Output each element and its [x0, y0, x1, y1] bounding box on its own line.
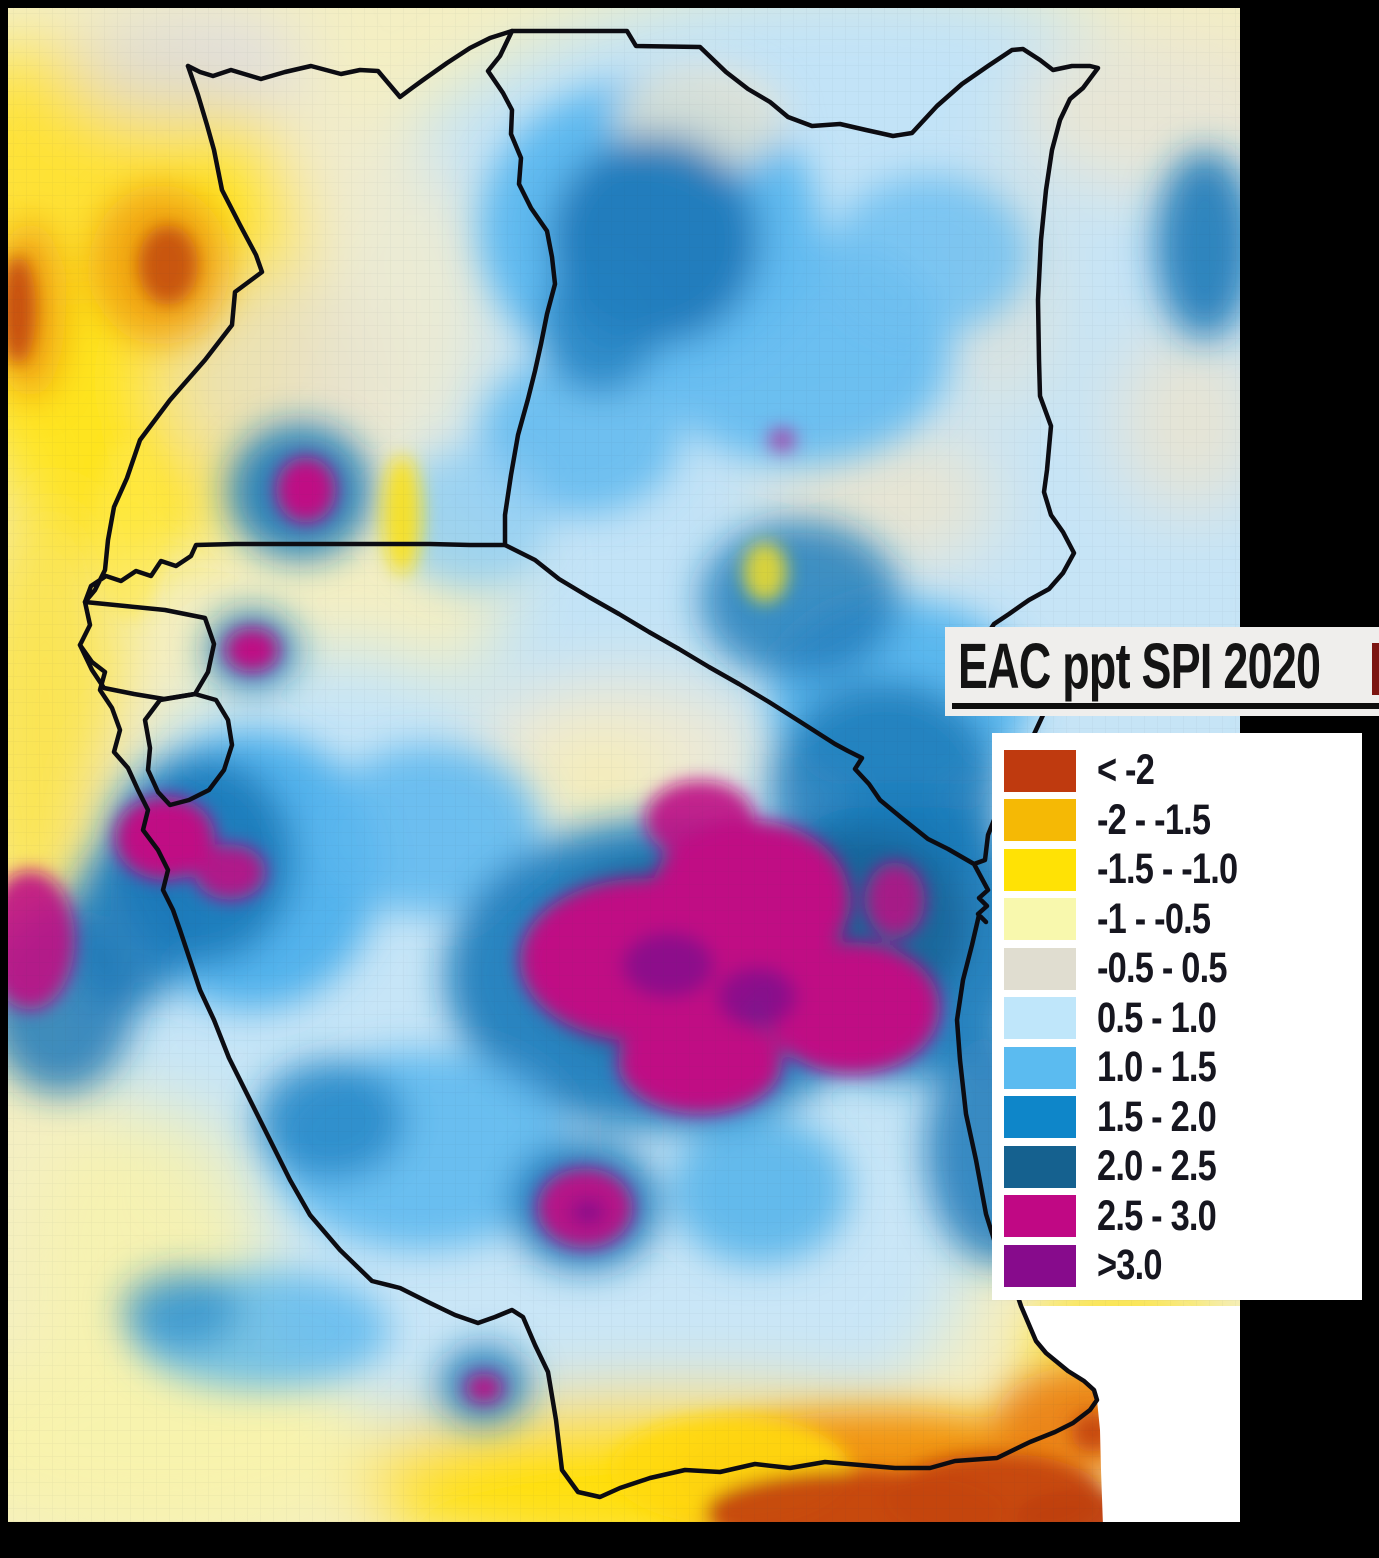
legend-row: -1 - -0.5	[992, 895, 1362, 945]
legend-label: 0.5 - 1.0	[1097, 993, 1217, 1042]
legend-label: -1.5 - -1.0	[1097, 845, 1238, 894]
legend-color-swatch	[1004, 1195, 1076, 1238]
legend-label: 1.0 - 1.5	[1097, 1043, 1217, 1092]
legend-row: 2.0 - 2.5	[992, 1142, 1362, 1192]
legend-color-swatch	[1004, 1096, 1076, 1139]
map-title-box: EAC ppt SPI 2020	[945, 627, 1379, 716]
legend-label: 2.5 - 3.0	[1097, 1191, 1217, 1240]
legend-color-swatch	[1004, 1244, 1076, 1287]
border-burundi	[142, 691, 235, 808]
legend-label: < -2	[1097, 746, 1155, 795]
legend-row: -2 - -1.5	[992, 796, 1362, 846]
title-cutoff-glyph	[1372, 643, 1379, 695]
border-uganda-kenya	[485, 28, 558, 548]
legend-label: 2.0 - 2.5	[1097, 1142, 1217, 1191]
legend-color-swatch	[1004, 749, 1076, 792]
legend-row: 2.5 - 3.0	[992, 1192, 1362, 1242]
map-title: EAC ppt SPI 2020	[958, 630, 1321, 702]
legend-color-swatch	[1004, 947, 1076, 990]
legend-label: -2 - -1.5	[1097, 795, 1211, 844]
legend-label: -1 - -0.5	[1097, 894, 1211, 943]
legend-label: -0.5 - 0.5	[1097, 944, 1227, 993]
legend-color-swatch	[1004, 1145, 1076, 1188]
legend-color-swatch	[1004, 997, 1076, 1040]
legend-color-swatch	[1004, 898, 1076, 941]
legend-color-swatch	[1004, 1046, 1076, 1089]
legend-color-swatch	[1004, 799, 1076, 842]
legend-label: >3.0	[1097, 1241, 1163, 1290]
legend-color-swatch	[1004, 848, 1076, 891]
legend-row: 1.0 - 1.5	[992, 1043, 1362, 1093]
legend-label: 1.5 - 2.0	[1097, 1092, 1217, 1141]
title-underline	[952, 703, 1379, 709]
legend-row: -1.5 - -1.0	[992, 845, 1362, 895]
border-tanzania-uganda-west	[77, 63, 1100, 1500]
legend-row: >3.0	[992, 1241, 1362, 1291]
legend-row: < -2	[992, 746, 1362, 796]
ocean-area	[1021, 1306, 1240, 1522]
legend-row: 1.5 - 2.0	[992, 1093, 1362, 1143]
border-kenya-outline	[185, 28, 1101, 867]
legend-row: 0.5 - 1.0	[992, 994, 1362, 1044]
map-legend: < -2 -2 - -1.5 -1.5 - -1.0 -1 - -0.5 -0.…	[992, 733, 1362, 1300]
legend-row: -0.5 - 0.5	[992, 944, 1362, 994]
border-rwanda	[77, 599, 217, 702]
